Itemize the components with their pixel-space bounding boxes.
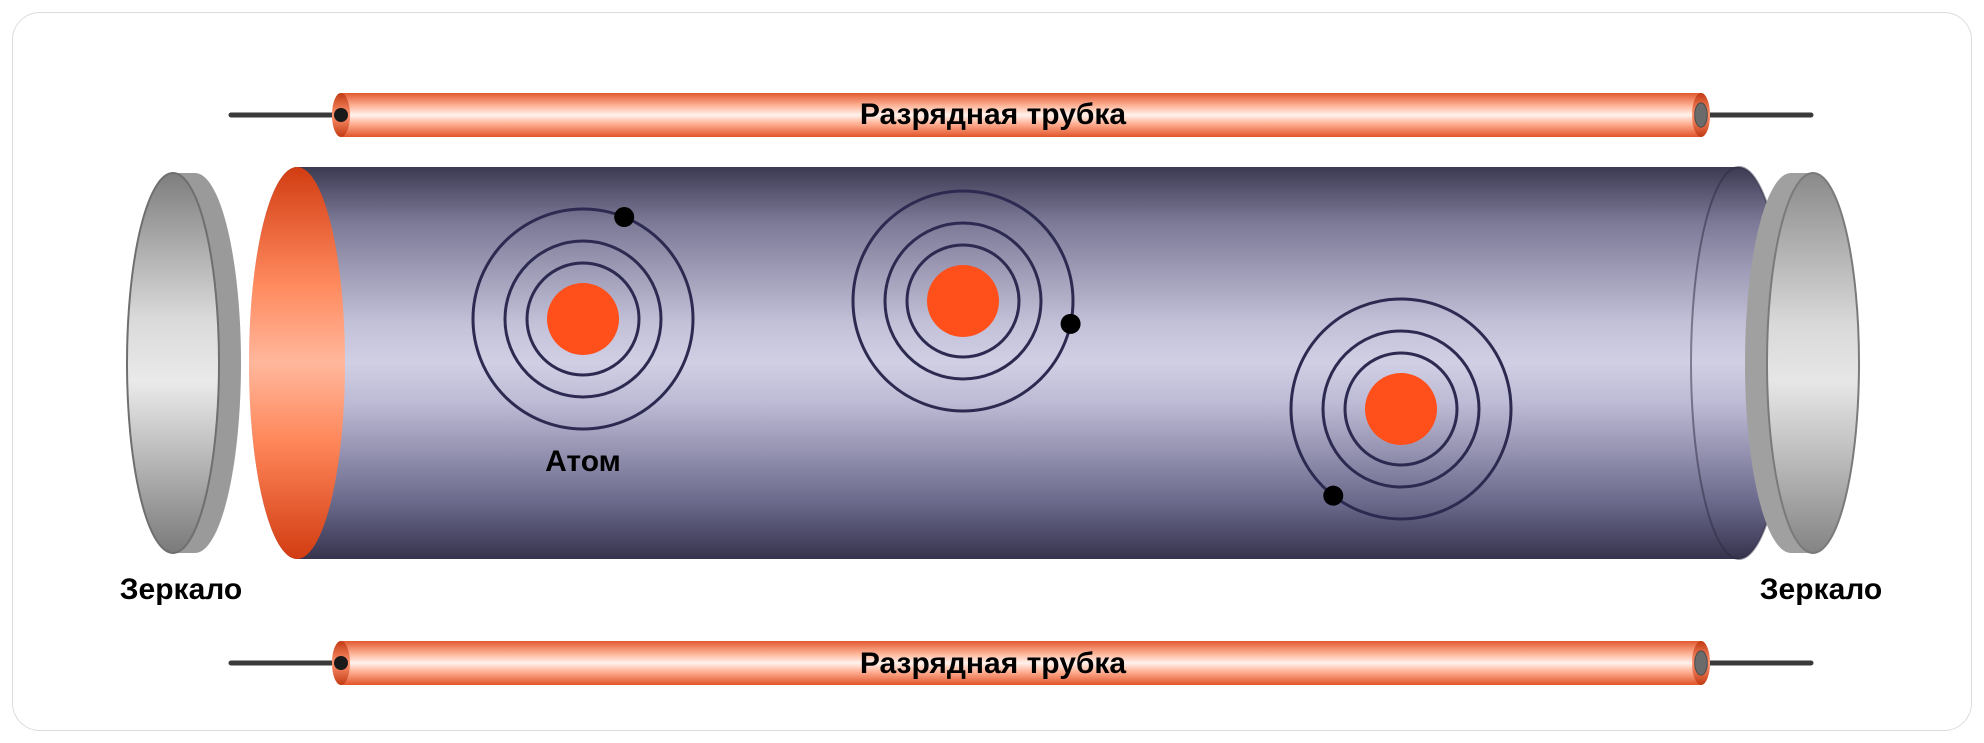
label-tube_top: Разрядная трубка <box>860 98 1127 131</box>
label-mirror_left: Зеркало <box>120 573 243 606</box>
atom-1 <box>473 207 693 429</box>
electron <box>1061 314 1081 334</box>
diagram-frame: Зеркало Зеркало Разрядная трубка Разрядная … <box>12 12 1972 731</box>
label-mirror_right: Зеркало <box>1760 573 1883 606</box>
mirror-right <box>1745 173 1859 553</box>
mirror-left <box>127 173 241 553</box>
electron <box>614 207 634 227</box>
atom-3 <box>1291 299 1511 519</box>
label-tube_bottom: Разрядная трубка <box>860 647 1127 680</box>
laser-diagram: Зеркало Зеркало Разрядная трубка Разрядная … <box>13 13 1971 730</box>
label-atom: Атом <box>545 445 621 478</box>
gain-medium-cylinder <box>249 167 1787 559</box>
electron <box>1323 486 1343 506</box>
